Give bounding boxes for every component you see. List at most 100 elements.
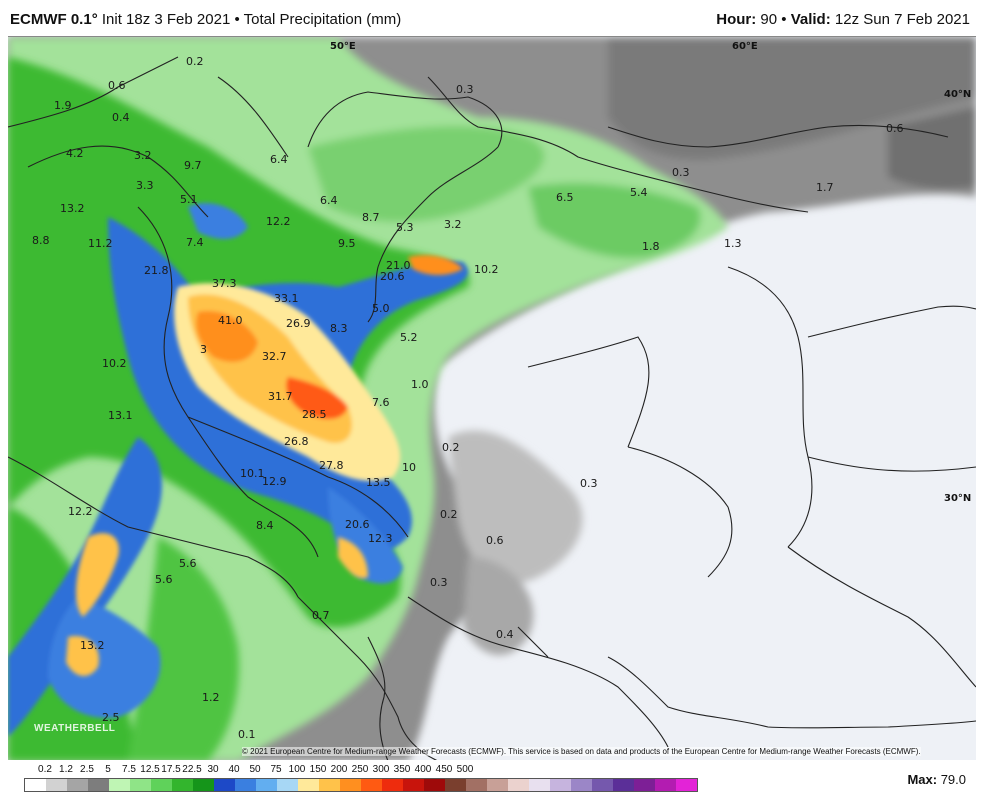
legend-tick: 350 (393, 764, 411, 775)
legend-tick: 75 (270, 764, 282, 775)
precip-value: 0.6 (886, 122, 904, 135)
precip-value: 27.8 (319, 459, 344, 472)
value-labels: 0.2 0.6 1.9 0.4 4.2 3.2 9.7 6.4 3.3 5.1 … (32, 55, 904, 741)
precip-value: 0.2 (442, 441, 460, 454)
precip-value: 0.4 (496, 628, 514, 641)
precip-value: 5.0 (372, 302, 390, 315)
precip-value: 3.2 (444, 218, 462, 231)
precip-value: 37.3 (212, 277, 237, 290)
legend-swatch (676, 779, 697, 791)
legend-tick: 40 (228, 764, 240, 775)
legend-tick: 50 (249, 764, 261, 775)
lon-50-label: 50°E (330, 41, 356, 52)
precip-value: 26.9 (286, 317, 311, 330)
precip-value: 13.2 (80, 639, 105, 652)
precip-value: 0.6 (108, 79, 126, 92)
legend-tick: 150 (309, 764, 327, 775)
legend-tick: 400 (414, 764, 432, 775)
precip-value: 6.4 (320, 194, 338, 207)
legend-swatch (193, 779, 214, 791)
precip-value: 0.3 (430, 576, 448, 589)
max-label: Max: (907, 772, 938, 787)
precip-value: 0.6 (486, 534, 504, 547)
legend-swatch (508, 779, 529, 791)
legend-swatch (25, 779, 46, 791)
borders-layer (8, 56, 976, 760)
precip-value: 1.7 (816, 181, 834, 194)
init-time: Init 18z 3 Feb 2021 (101, 11, 231, 28)
lat-30-label: 30°N (944, 493, 971, 504)
precip-value: 7.4 (186, 236, 204, 249)
legend-swatch (571, 779, 592, 791)
legend-swatch (529, 779, 550, 791)
legend-swatch (256, 779, 277, 791)
legend-tick: 200 (330, 764, 348, 775)
precip-value: 5.3 (396, 221, 414, 234)
precip-value: 1.0 (411, 378, 429, 391)
precip-value: 1.8 (642, 240, 660, 253)
precip-value: 12.9 (262, 475, 287, 488)
legend-tick: 500 (456, 764, 474, 775)
precip-value: 10.2 (102, 357, 127, 370)
precip-value: 8.4 (256, 519, 274, 532)
max-value: 79.0 (940, 772, 966, 787)
lat-40-label: 40°N (944, 89, 971, 100)
precip-value: 13.5 (366, 476, 391, 489)
legend-swatch (424, 779, 445, 791)
precip-value: 0.2 (440, 508, 458, 521)
legend-swatch (361, 779, 382, 791)
precip-value: 0.4 (112, 111, 130, 124)
precip-value: 7.6 (372, 396, 390, 409)
precip-value: 21.0 (386, 259, 411, 272)
precip-value: 32.7 (262, 350, 287, 363)
legend-swatch (403, 779, 424, 791)
map-canvas: 50°E 60°E 40°N 30°N 0.2 0.6 1.9 0.4 4.2 … (8, 37, 976, 760)
legend-swatch (130, 779, 151, 791)
legend-swatch (466, 779, 487, 791)
precip-value: 5.6 (155, 573, 173, 586)
valid-time: 12z Sun 7 Feb 2021 (834, 11, 970, 28)
legend-tick: 100 (288, 764, 306, 775)
precip-value: 13.2 (60, 202, 85, 215)
precip-value: 3.3 (136, 179, 154, 192)
precip-value: 10 (402, 461, 416, 474)
precip-value: 1.9 (54, 99, 72, 112)
legend-swatch (172, 779, 193, 791)
precip-value: 8.3 (330, 322, 348, 335)
model-name: ECMWF 0.1 (10, 11, 92, 28)
hour-value: 90 (760, 11, 778, 28)
legend-tick: 7.5 (122, 764, 136, 775)
precip-value: 0.3 (672, 166, 690, 179)
legend-swatch (487, 779, 508, 791)
legend-swatch (634, 779, 655, 791)
map-header: ECMWF 0.1° Init 18z 3 Feb 2021 • Total P… (0, 0, 984, 36)
extreme-precip-layer (66, 255, 463, 677)
legend-tick: 2.5 (80, 764, 94, 775)
legend-swatch (67, 779, 88, 791)
legend-tick: 17.5 (161, 764, 181, 775)
precip-value: 5.2 (400, 331, 418, 344)
legend-tick: 300 (372, 764, 390, 775)
legend-swatch (550, 779, 571, 791)
precip-value: 5.6 (179, 557, 197, 570)
precip-value: 8.7 (362, 211, 380, 224)
legend-swatch (277, 779, 298, 791)
header-separator: • (234, 11, 240, 28)
max-value-label: Max: 79.0 (907, 772, 966, 787)
precip-value: 10.2 (474, 263, 499, 276)
precip-value: 5.1 (180, 193, 198, 206)
precip-value: 10.1 (240, 467, 265, 480)
legend-swatch (151, 779, 172, 791)
legend-tick: 1.2 (59, 764, 73, 775)
precip-value: 28.5 (302, 408, 327, 421)
precip-value: 21.8 (144, 264, 169, 277)
precip-value: 3.2 (134, 149, 152, 162)
precip-value: 41.0 (218, 314, 243, 327)
lon-60-label: 60°E (732, 41, 758, 52)
precip-value: 6.4 (270, 153, 288, 166)
header-valid: Hour: 90 • Valid: 12z Sun 7 Feb 2021 (716, 11, 970, 28)
precip-value: 0.2 (186, 55, 204, 68)
legend-swatch (298, 779, 319, 791)
precip-value: 0.3 (580, 477, 598, 490)
precip-value: 11.2 (88, 237, 113, 250)
